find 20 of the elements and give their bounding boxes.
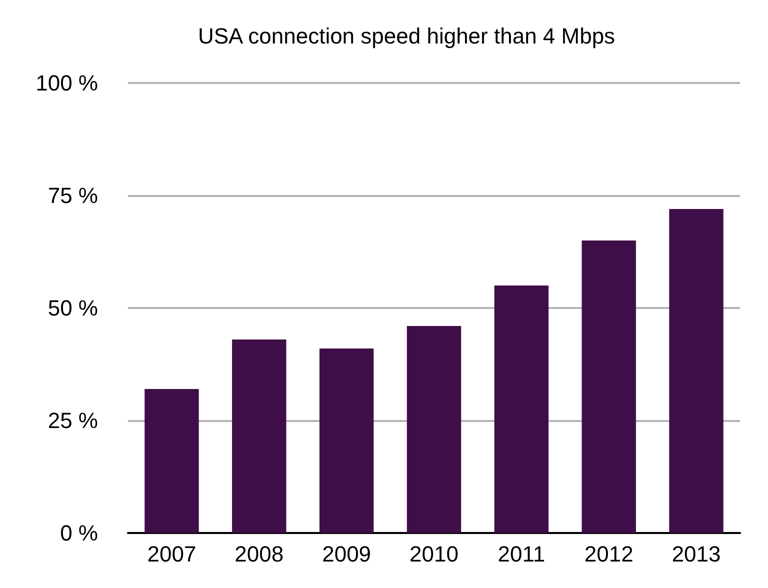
x-tick-label: 2013 xyxy=(672,542,721,566)
bar xyxy=(232,340,286,533)
bar xyxy=(582,240,636,533)
y-tick-label: 100 % xyxy=(36,70,98,96)
x-tick-label: 2010 xyxy=(410,542,458,566)
bar xyxy=(669,209,724,533)
bar xyxy=(494,286,549,533)
y-tick-label: 50 % xyxy=(48,296,98,320)
bar xyxy=(319,348,374,533)
bar xyxy=(144,389,199,533)
x-tick-label: 2009 xyxy=(322,542,372,566)
y-tick-label: 25 % xyxy=(48,408,98,433)
bar xyxy=(406,326,462,533)
x-tick-label: 2012 xyxy=(584,542,634,566)
y-tick-label: 0 % xyxy=(60,520,98,546)
x-tick-label: 2007 xyxy=(147,542,196,566)
chart-title: USA connection speed higher than 4 Mbps xyxy=(198,24,616,48)
y-tick-label: 75 % xyxy=(48,183,98,208)
x-tick-label: 2011 xyxy=(498,542,546,566)
x-tick-label: 2008 xyxy=(234,542,284,566)
